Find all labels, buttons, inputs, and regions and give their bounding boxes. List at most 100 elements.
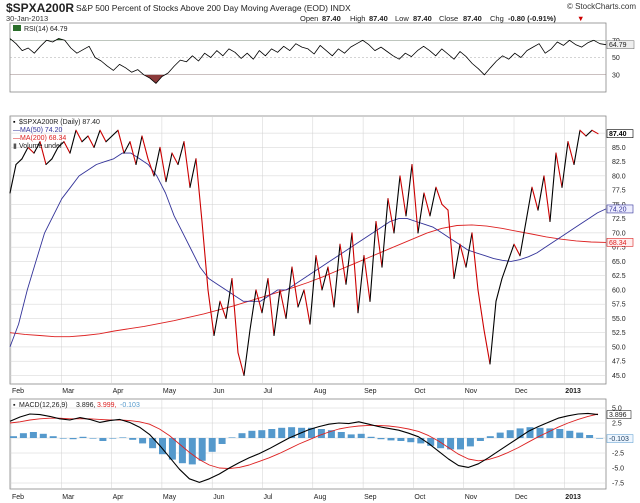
price-tick-label: 50.0 — [612, 344, 626, 351]
low-value: 87.40 — [413, 14, 432, 23]
price-segment — [111, 129, 119, 137]
price-segment — [357, 255, 365, 314]
price-segment — [237, 352, 245, 376]
macd-histogram-bar — [258, 430, 266, 438]
price-segment — [393, 175, 401, 234]
price-segment — [117, 129, 125, 154]
price-segment — [9, 163, 17, 194]
macd-x-tick-label: Mar — [62, 494, 75, 501]
price-tick-label: 45.0 — [612, 373, 626, 380]
price-tick-label: 85.0 — [612, 145, 626, 152]
macd-histogram-bar — [357, 433, 365, 438]
price-x-tick-label: Feb — [12, 388, 24, 395]
macd-histogram-bar — [337, 432, 345, 438]
macd-frame — [9, 398, 607, 490]
macd-histogram-bar — [188, 438, 196, 465]
ma50-line — [9, 152, 607, 348]
price-segment — [453, 243, 461, 280]
macd-histogram-bar — [407, 438, 415, 443]
macd-x-tick-label: Feb — [12, 494, 24, 501]
open-value: 87.40 — [322, 14, 341, 23]
price-segment — [279, 289, 287, 319]
price-segment — [351, 232, 359, 314]
price-segment — [531, 186, 539, 211]
volume-legend-label: Volume undef — [19, 143, 62, 150]
low-label: Low — [395, 14, 409, 23]
price-segment — [507, 243, 515, 262]
macd-last-value-box — [606, 410, 632, 419]
price-segment — [57, 141, 65, 148]
close-value: 87.40 — [463, 14, 482, 23]
price-segment — [375, 220, 383, 268]
price-segment — [15, 158, 23, 166]
price-segment — [51, 146, 59, 160]
close-last-value-box — [606, 129, 634, 138]
price-x-tick-label: Sep — [364, 388, 377, 395]
price-segment — [417, 192, 425, 234]
price-x-tick-label: Oct — [414, 388, 425, 395]
price-segment — [273, 289, 281, 337]
macd-tick-label: -5.0 — [612, 466, 624, 473]
price-segment — [123, 141, 131, 154]
macd-histogram-bar — [10, 436, 17, 438]
price-segment — [579, 129, 587, 137]
price-segment — [363, 255, 371, 302]
price-segment — [411, 163, 419, 234]
price-x-tick-label: Dec — [515, 388, 528, 395]
price-segment — [153, 146, 161, 177]
price-segment — [573, 129, 581, 166]
close-label: Close — [439, 14, 459, 23]
macd-histogram-bar — [198, 438, 206, 461]
macd-histogram-bar — [149, 438, 157, 449]
macd-histogram-bar — [109, 438, 117, 439]
price-tick-label: 52.5 — [612, 330, 626, 337]
price-segment — [567, 141, 575, 166]
price-segment — [555, 152, 563, 188]
price-segment — [177, 141, 185, 166]
price-tick-label: 60.0 — [612, 287, 626, 294]
price-panel: 45.0 47.5 50.0 52.5 55.0 57.5 60.0 62.5 65.0 67.5… — [9, 115, 634, 395]
price-segment — [207, 289, 215, 337]
macd-histogram-bar — [79, 436, 87, 438]
price-segment — [195, 158, 203, 223]
price-segment — [81, 135, 89, 143]
macd-histogram-bar — [417, 438, 425, 444]
volume-legend-swatch: ▮ — [13, 143, 17, 150]
macd-tick-label: 5.0 — [612, 406, 622, 413]
signal-value-label: 3.999, — [97, 402, 117, 409]
price-segment — [387, 198, 395, 234]
macd-histogram-bar — [377, 438, 385, 440]
macd-histogram-bar — [586, 435, 594, 438]
chart-header: $SPXA200R S&P 500 Percent of Stocks Abov… — [0, 0, 640, 23]
price-x-tick-label: Nov — [465, 388, 478, 395]
macd-histogram-bar — [367, 436, 375, 438]
price-legend-label: $SPXA200R (Daily) 87.40 — [19, 119, 100, 126]
macd-histogram-bar — [516, 428, 524, 438]
macd-histogram-bar — [19, 433, 27, 438]
price-segment — [225, 277, 233, 319]
price-segment — [543, 175, 551, 223]
price-segment — [147, 158, 155, 177]
price-segment — [471, 232, 479, 291]
ma200-legend-label: MA(200) 68.34 — [20, 135, 66, 142]
macd-x-tick-label: Apr — [113, 494, 125, 501]
macd-histogram-bar — [39, 433, 47, 438]
ma200-legend-swatch: — — [13, 135, 20, 142]
chart-date: 30-Jan-2013 — [6, 14, 49, 23]
macd-line — [9, 412, 599, 483]
price-segment — [585, 129, 593, 137]
macd-histogram-bar — [208, 438, 216, 452]
price-segment — [333, 243, 341, 308]
price-segment — [165, 152, 173, 183]
price-x-tick-label: Jun — [213, 388, 224, 395]
macd-histogram-bar — [546, 428, 554, 438]
price-segment — [201, 220, 209, 291]
macd-histogram-bar — [168, 438, 176, 460]
price-tick-label: 82.5 — [612, 159, 626, 166]
macd-last-value-label: 3.896 — [609, 412, 627, 419]
price-segment — [369, 220, 377, 302]
stockcharts-brand[interactable]: © StockCharts.com — [566, 2, 636, 11]
chg-value: -0.80 (-0.91%) — [508, 14, 556, 23]
price-tick-label: 80.0 — [612, 173, 626, 180]
histogram-value-label: -0.103 — [120, 402, 140, 409]
